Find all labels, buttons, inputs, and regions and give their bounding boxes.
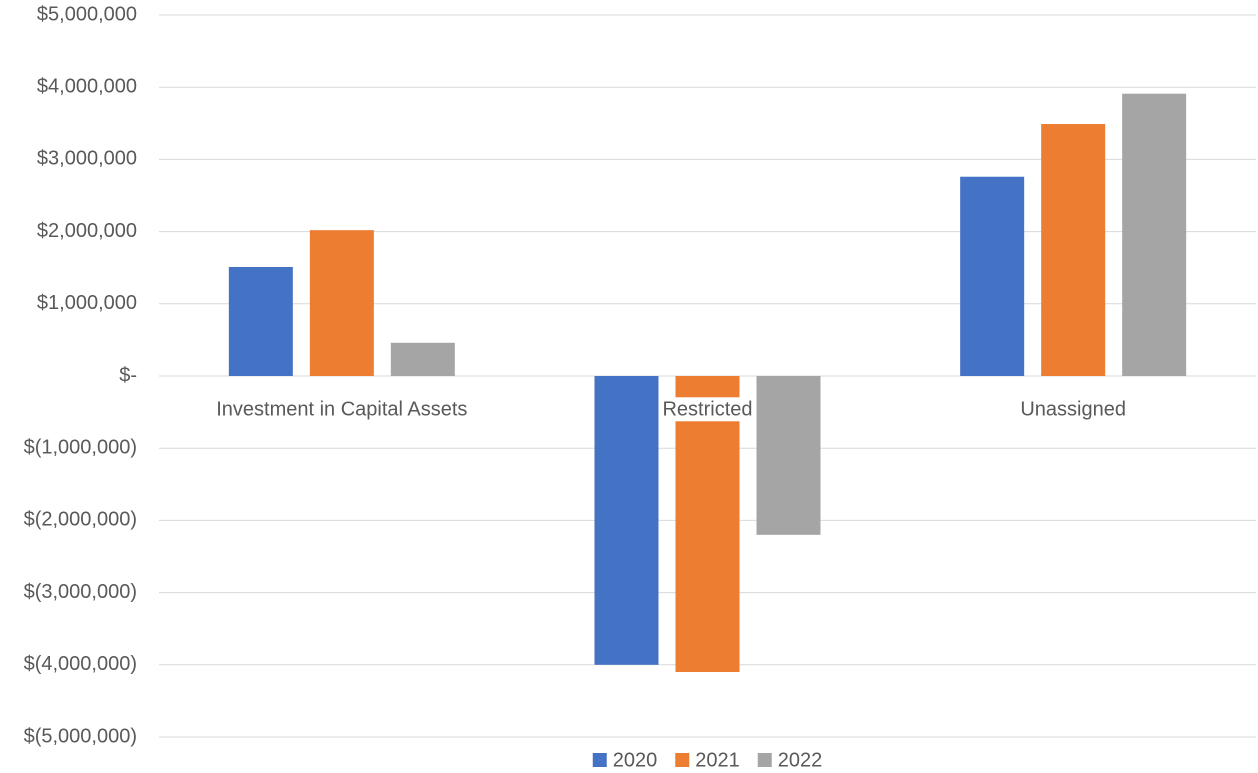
bar [1122,93,1187,376]
category-label-bg [214,397,470,422]
y-tick-label: $1,000,000 [37,292,137,314]
bar [228,266,293,376]
y-tick-label: $- [119,364,137,386]
legend-swatch [757,753,772,767]
bar [594,376,659,665]
legend-label: 2022 [778,749,823,771]
y-tick-label: $2,000,000 [37,220,137,242]
legend-label: 2020 [613,749,658,771]
bar [756,376,821,535]
y-tick-label: $3,000,000 [37,148,137,170]
y-tick-label: $5,000,000 [37,3,137,25]
bar [390,342,455,376]
category-label-bg [1018,397,1128,422]
y-tick-label: $(2,000,000) [24,509,137,531]
y-tick-label: $(4,000,000) [24,653,137,675]
y-tick-label: $(3,000,000) [24,581,137,603]
y-tick-label: $4,000,000 [37,75,137,97]
bar [960,176,1025,376]
x-tick-label: Restricted [662,398,752,420]
legend-swatch [675,753,690,767]
y-tick-label: $(1,000,000) [24,436,137,458]
bar [1041,124,1106,376]
legend-swatch [592,753,607,767]
legend-label: 2021 [695,749,740,771]
bar [309,230,374,376]
y-tick-label: $(5,000,000) [24,725,137,747]
x-tick-label: Investment in Capital Assets [216,398,467,420]
x-tick-label: Unassigned [1020,398,1126,420]
bar [675,376,740,673]
category-label-bg [660,397,755,422]
